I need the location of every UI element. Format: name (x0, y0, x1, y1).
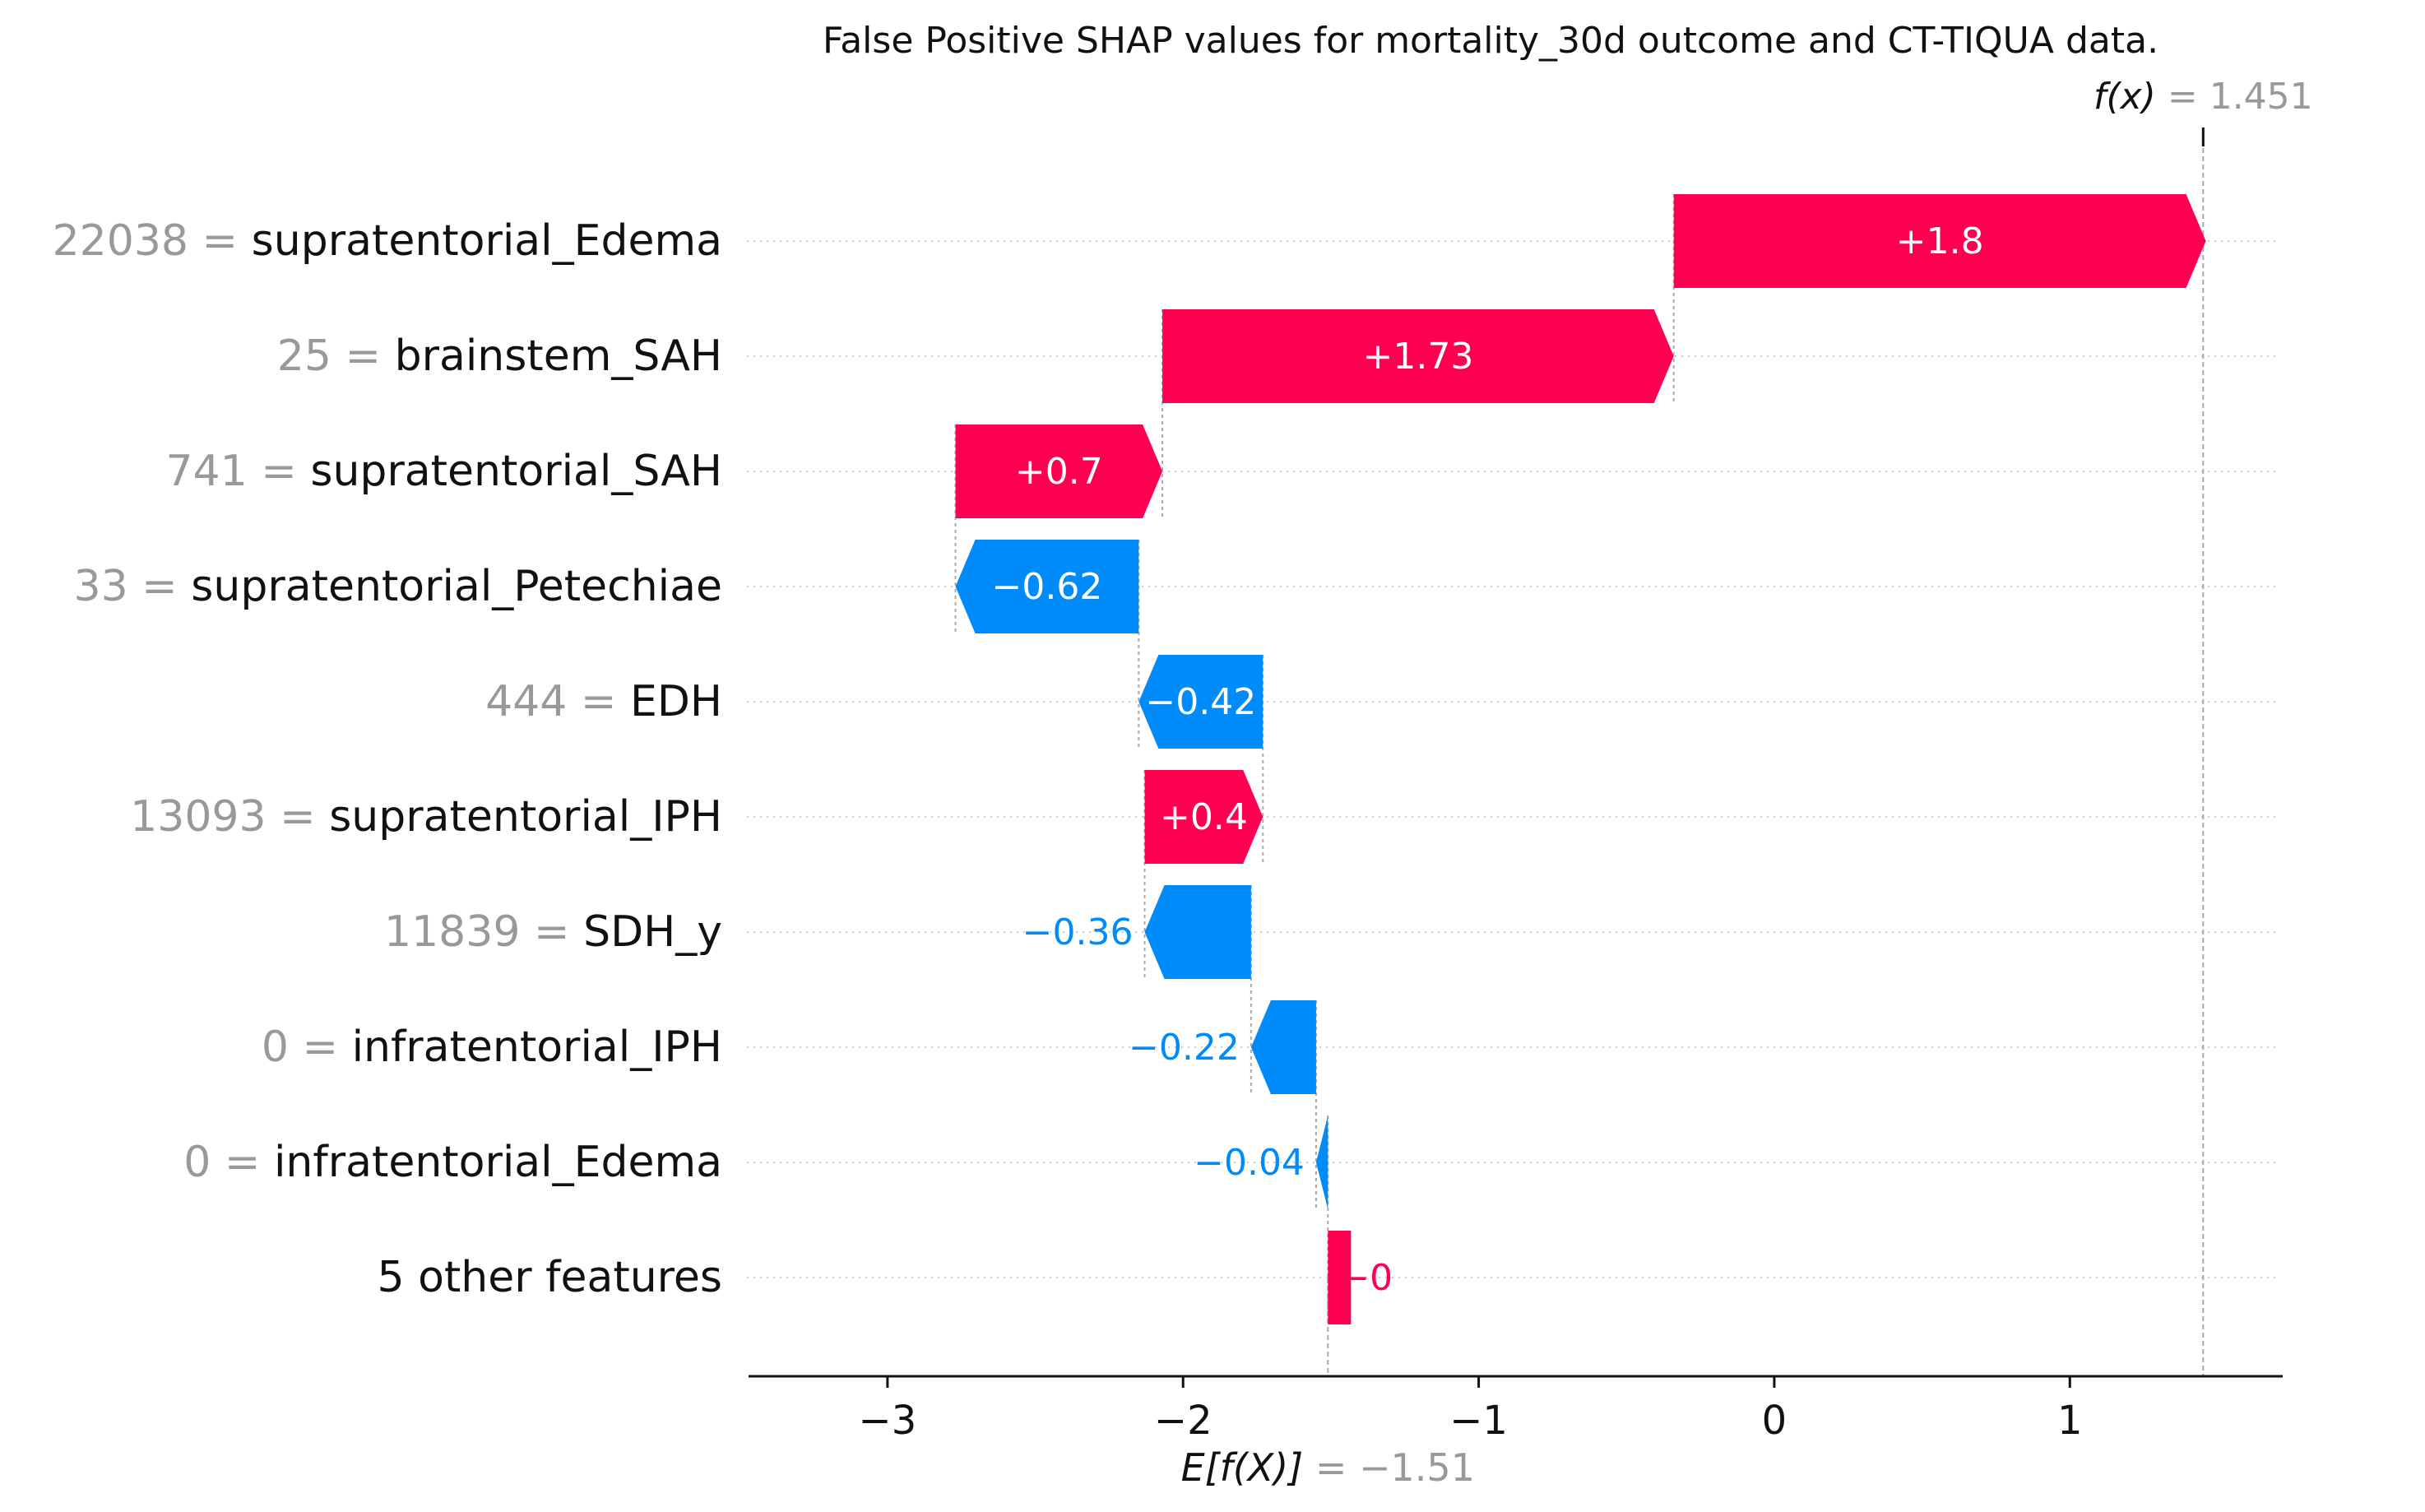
feature-label: 25 = brainstem_SAH (277, 332, 722, 381)
bars (955, 194, 2206, 1324)
base-value-number: = −1.51 (1315, 1445, 1475, 1490)
shap-bar (955, 540, 1139, 633)
feature-value: 741 = (165, 447, 310, 496)
shap-value-label: +0.4 (1160, 796, 1248, 838)
shap-value-label: +0.7 (1015, 451, 1103, 493)
shap-bar (1138, 655, 1264, 749)
base-value-func: E[f(X)] (1181, 1445, 1315, 1490)
x-axis: −3 −2 −1 0 1 E[f(X)] = −1.51 f(x) = 1.451 (749, 76, 2313, 1490)
x-tick-label: −3 (859, 1398, 917, 1444)
feature-name: SDH_y (583, 907, 722, 957)
output-value-label: f(x) = 1.451 (2093, 76, 2313, 118)
feature-name: EDH (630, 677, 722, 726)
feature-label: 5 other features (377, 1253, 722, 1302)
feature-value: 0 = (183, 1138, 274, 1187)
feature-name: supratentorial_IPH (329, 792, 722, 842)
feature-name: brainstem_SAH (395, 332, 722, 381)
feature-value: 13093 = (130, 792, 329, 842)
feature-label: 0 = infratentorial_IPH (262, 1023, 722, 1072)
base-value-label: E[f(X)] = −1.51 (1181, 1445, 1475, 1490)
shap-bar (955, 424, 1163, 518)
shap-value-label: −0.04 (1194, 1142, 1305, 1184)
feature-name: infratentorial_IPH (352, 1023, 722, 1072)
shap-bar (1673, 194, 2206, 288)
x-tick-label: 0 (1762, 1398, 1787, 1444)
feature-value: 25 = (277, 332, 395, 381)
feature-value: 11839 = (384, 907, 583, 957)
x-tick-label: 1 (2057, 1398, 2083, 1444)
shap-value-label: −0.36 (1022, 911, 1134, 953)
feature-label: 11839 = SDH_y (384, 907, 722, 957)
output-value-func: f(x) (2093, 76, 2168, 118)
feature-value: 0 = (262, 1023, 352, 1072)
feature-label: 22038 = supratentorial_Edema (53, 216, 722, 266)
feature-name: supratentorial_Edema (252, 216, 722, 266)
feature-value: 33 = (73, 562, 191, 611)
feature-label: 444 = EDH (485, 677, 722, 726)
shap-bar (1250, 1000, 1316, 1094)
feature-label: 33 = supratentorial_Petechiae (73, 562, 722, 611)
shap-value-label: +1.73 (1362, 336, 1473, 378)
x-tick-label: −2 (1154, 1398, 1212, 1444)
shap-bar (1144, 770, 1264, 864)
shap-value-label: +1.8 (1896, 220, 1984, 262)
shap-bar (1328, 1231, 1352, 1324)
feature-value: 444 = (485, 677, 630, 726)
x-tick-label: −1 (1449, 1398, 1508, 1444)
feature-labels: +1.8 +1.73 +0.7 −0.62 −0.42 +0.4 −0.36 −0.22 −0.… (53, 216, 1984, 1302)
shap-bar (1315, 1115, 1328, 1209)
chart-title: False Positive SHAP values for mortality… (823, 20, 2158, 62)
shap-value-label: −0.42 (1145, 681, 1256, 723)
shap-bar (1144, 885, 1251, 979)
feature-label: 0 = infratentorial_Edema (183, 1138, 722, 1187)
shap-value-label: −0.22 (1129, 1027, 1240, 1069)
feature-label: 13093 = supratentorial_IPH (130, 792, 722, 842)
feature-label: 741 = supratentorial_SAH (165, 447, 722, 496)
shap-bar (1162, 309, 1674, 403)
feature-name: supratentorial_SAH (310, 447, 722, 496)
feature-name: infratentorial_Edema (274, 1138, 722, 1187)
feature-name: 5 other features (377, 1253, 722, 1302)
feature-value: 22038 = (53, 216, 252, 266)
shap-value-label: −0.62 (992, 566, 1103, 608)
feature-name: supratentorial_Petechiae (191, 562, 722, 611)
shap-value-label: −0 (1339, 1257, 1393, 1299)
output-value-number: = 1.451 (2168, 76, 2313, 118)
